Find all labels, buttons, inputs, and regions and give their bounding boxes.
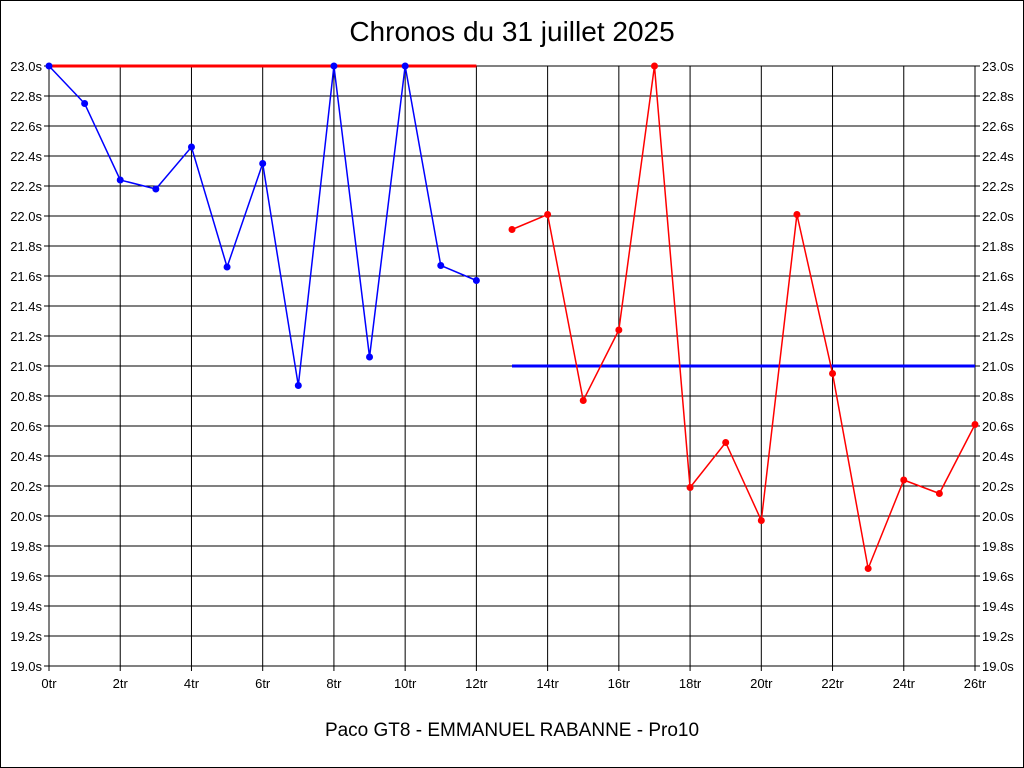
y-tick-label-right: 20.8s bbox=[982, 389, 1014, 404]
y-tick-label-right: 22.8s bbox=[982, 89, 1014, 104]
x-tick-label: 26tr bbox=[964, 676, 987, 691]
x-tick-label: 10tr bbox=[394, 676, 417, 691]
data-point bbox=[900, 476, 908, 484]
data-point bbox=[829, 370, 837, 377]
x-tick-label: 22tr bbox=[821, 676, 844, 691]
y-tick-label-left: 19.0s bbox=[10, 659, 42, 674]
x-tick-label: 4tr bbox=[184, 676, 200, 691]
data-point bbox=[544, 211, 552, 218]
y-tick-label-right: 23.0s bbox=[982, 59, 1014, 74]
data-point bbox=[81, 100, 89, 107]
data-point bbox=[650, 62, 658, 70]
y-tick-label-left: 20.0s bbox=[10, 509, 42, 524]
y-tick-label-right: 21.4s bbox=[982, 299, 1014, 314]
data-point bbox=[757, 517, 765, 524]
y-tick-label-left: 23.0s bbox=[10, 59, 42, 74]
y-tick-label-left: 19.4s bbox=[10, 599, 42, 614]
x-tick-label: 8tr bbox=[326, 676, 342, 691]
y-tick-label-left: 20.6s bbox=[10, 419, 42, 434]
data-point bbox=[935, 490, 943, 497]
y-tick-label-right: 19.8s bbox=[982, 539, 1014, 554]
data-point bbox=[437, 262, 445, 269]
y-tick-label-right: 22.6s bbox=[982, 119, 1014, 134]
y-tick-label-right: 22.0s bbox=[982, 209, 1014, 224]
y-tick-label-right: 22.2s bbox=[982, 179, 1014, 194]
x-tick-label: 14tr bbox=[536, 676, 559, 691]
x-tick-label: 2tr bbox=[113, 676, 129, 691]
data-point bbox=[722, 439, 730, 446]
tick-labels-layer: 19.0s 19.0s 19.2s 19.2s 19.4s 19.4s 19.6s 19.6s… bbox=[10, 59, 1014, 691]
y-tick-label-right: 22.4s bbox=[982, 149, 1014, 164]
y-tick-label-right: 21.8s bbox=[982, 239, 1014, 254]
data-point bbox=[971, 421, 979, 428]
y-tick-label-right: 20.0s bbox=[982, 509, 1014, 524]
y-tick-label-right: 19.2s bbox=[982, 629, 1014, 644]
y-tick-label-left: 21.2s bbox=[10, 329, 42, 344]
series-line-2 bbox=[511, 65, 976, 572]
grid-layer bbox=[44, 65, 980, 671]
y-tick-label-left: 22.4s bbox=[10, 149, 42, 164]
y-tick-label-left: 21.4s bbox=[10, 299, 42, 314]
x-tick-label: 24tr bbox=[893, 676, 916, 691]
data-point bbox=[401, 62, 409, 70]
data-point bbox=[152, 185, 160, 193]
y-tick-label-left: 21.8s bbox=[10, 239, 42, 254]
y-tick-label-right: 20.4s bbox=[982, 449, 1014, 464]
y-tick-label-right: 21.0s bbox=[982, 359, 1014, 374]
y-tick-label-left: 19.6s bbox=[10, 569, 42, 584]
y-tick-label-left: 20.2s bbox=[10, 479, 42, 494]
y-tick-label-right: 20.6s bbox=[982, 419, 1014, 434]
y-tick-label-right: 19.6s bbox=[982, 569, 1014, 584]
y-tick-label-left: 19.8s bbox=[10, 539, 42, 554]
data-point bbox=[223, 263, 231, 271]
y-tick-label-left: 20.8s bbox=[10, 389, 42, 404]
x-tick-label: 12tr bbox=[465, 676, 488, 691]
chart-footer: Paco GT8 - EMMANUEL RABANNE - Pro10 bbox=[324, 720, 700, 741]
y-tick-label-left: 22.6s bbox=[10, 119, 42, 134]
data-point bbox=[793, 211, 801, 218]
data-point bbox=[508, 226, 516, 233]
y-tick-label-left: 21.0s bbox=[10, 359, 42, 374]
y-tick-label-right: 20.2s bbox=[982, 479, 1014, 494]
y-tick-label-left: 22.8s bbox=[10, 89, 42, 104]
x-tick-label: 6tr bbox=[255, 676, 271, 691]
y-tick-label-left: 20.4s bbox=[10, 449, 42, 464]
data-point bbox=[330, 62, 338, 70]
data-point bbox=[116, 176, 124, 184]
data-point bbox=[45, 62, 53, 70]
x-tick-label: 20tr bbox=[750, 676, 773, 691]
data-point bbox=[686, 484, 694, 491]
y-tick-label-right: 19.4s bbox=[982, 599, 1014, 614]
y-tick-label-left: 22.0s bbox=[10, 209, 42, 224]
x-tick-label: 0tr bbox=[41, 676, 57, 691]
y-tick-label-left: 22.2s bbox=[10, 179, 42, 194]
chart-title: Chronos du 31 juillet 2025 bbox=[349, 16, 675, 47]
y-tick-label-left: 21.6s bbox=[10, 269, 42, 284]
data-point bbox=[294, 382, 302, 389]
x-tick-label: 18tr bbox=[679, 676, 702, 691]
x-tick-label: 16tr bbox=[608, 676, 631, 691]
y-tick-label-right: 21.2s bbox=[982, 329, 1014, 344]
y-tick-label-right: 21.6s bbox=[982, 269, 1014, 284]
data-point bbox=[187, 143, 195, 151]
data-point bbox=[472, 277, 480, 284]
y-tick-label-right: 19.0s bbox=[982, 659, 1014, 674]
data-point bbox=[259, 160, 267, 167]
data-point bbox=[615, 326, 623, 334]
data-point bbox=[366, 353, 374, 361]
data-point bbox=[864, 565, 872, 572]
series-layer bbox=[45, 62, 979, 572]
data-point bbox=[579, 397, 587, 404]
y-tick-label-left: 19.2s bbox=[10, 629, 42, 644]
